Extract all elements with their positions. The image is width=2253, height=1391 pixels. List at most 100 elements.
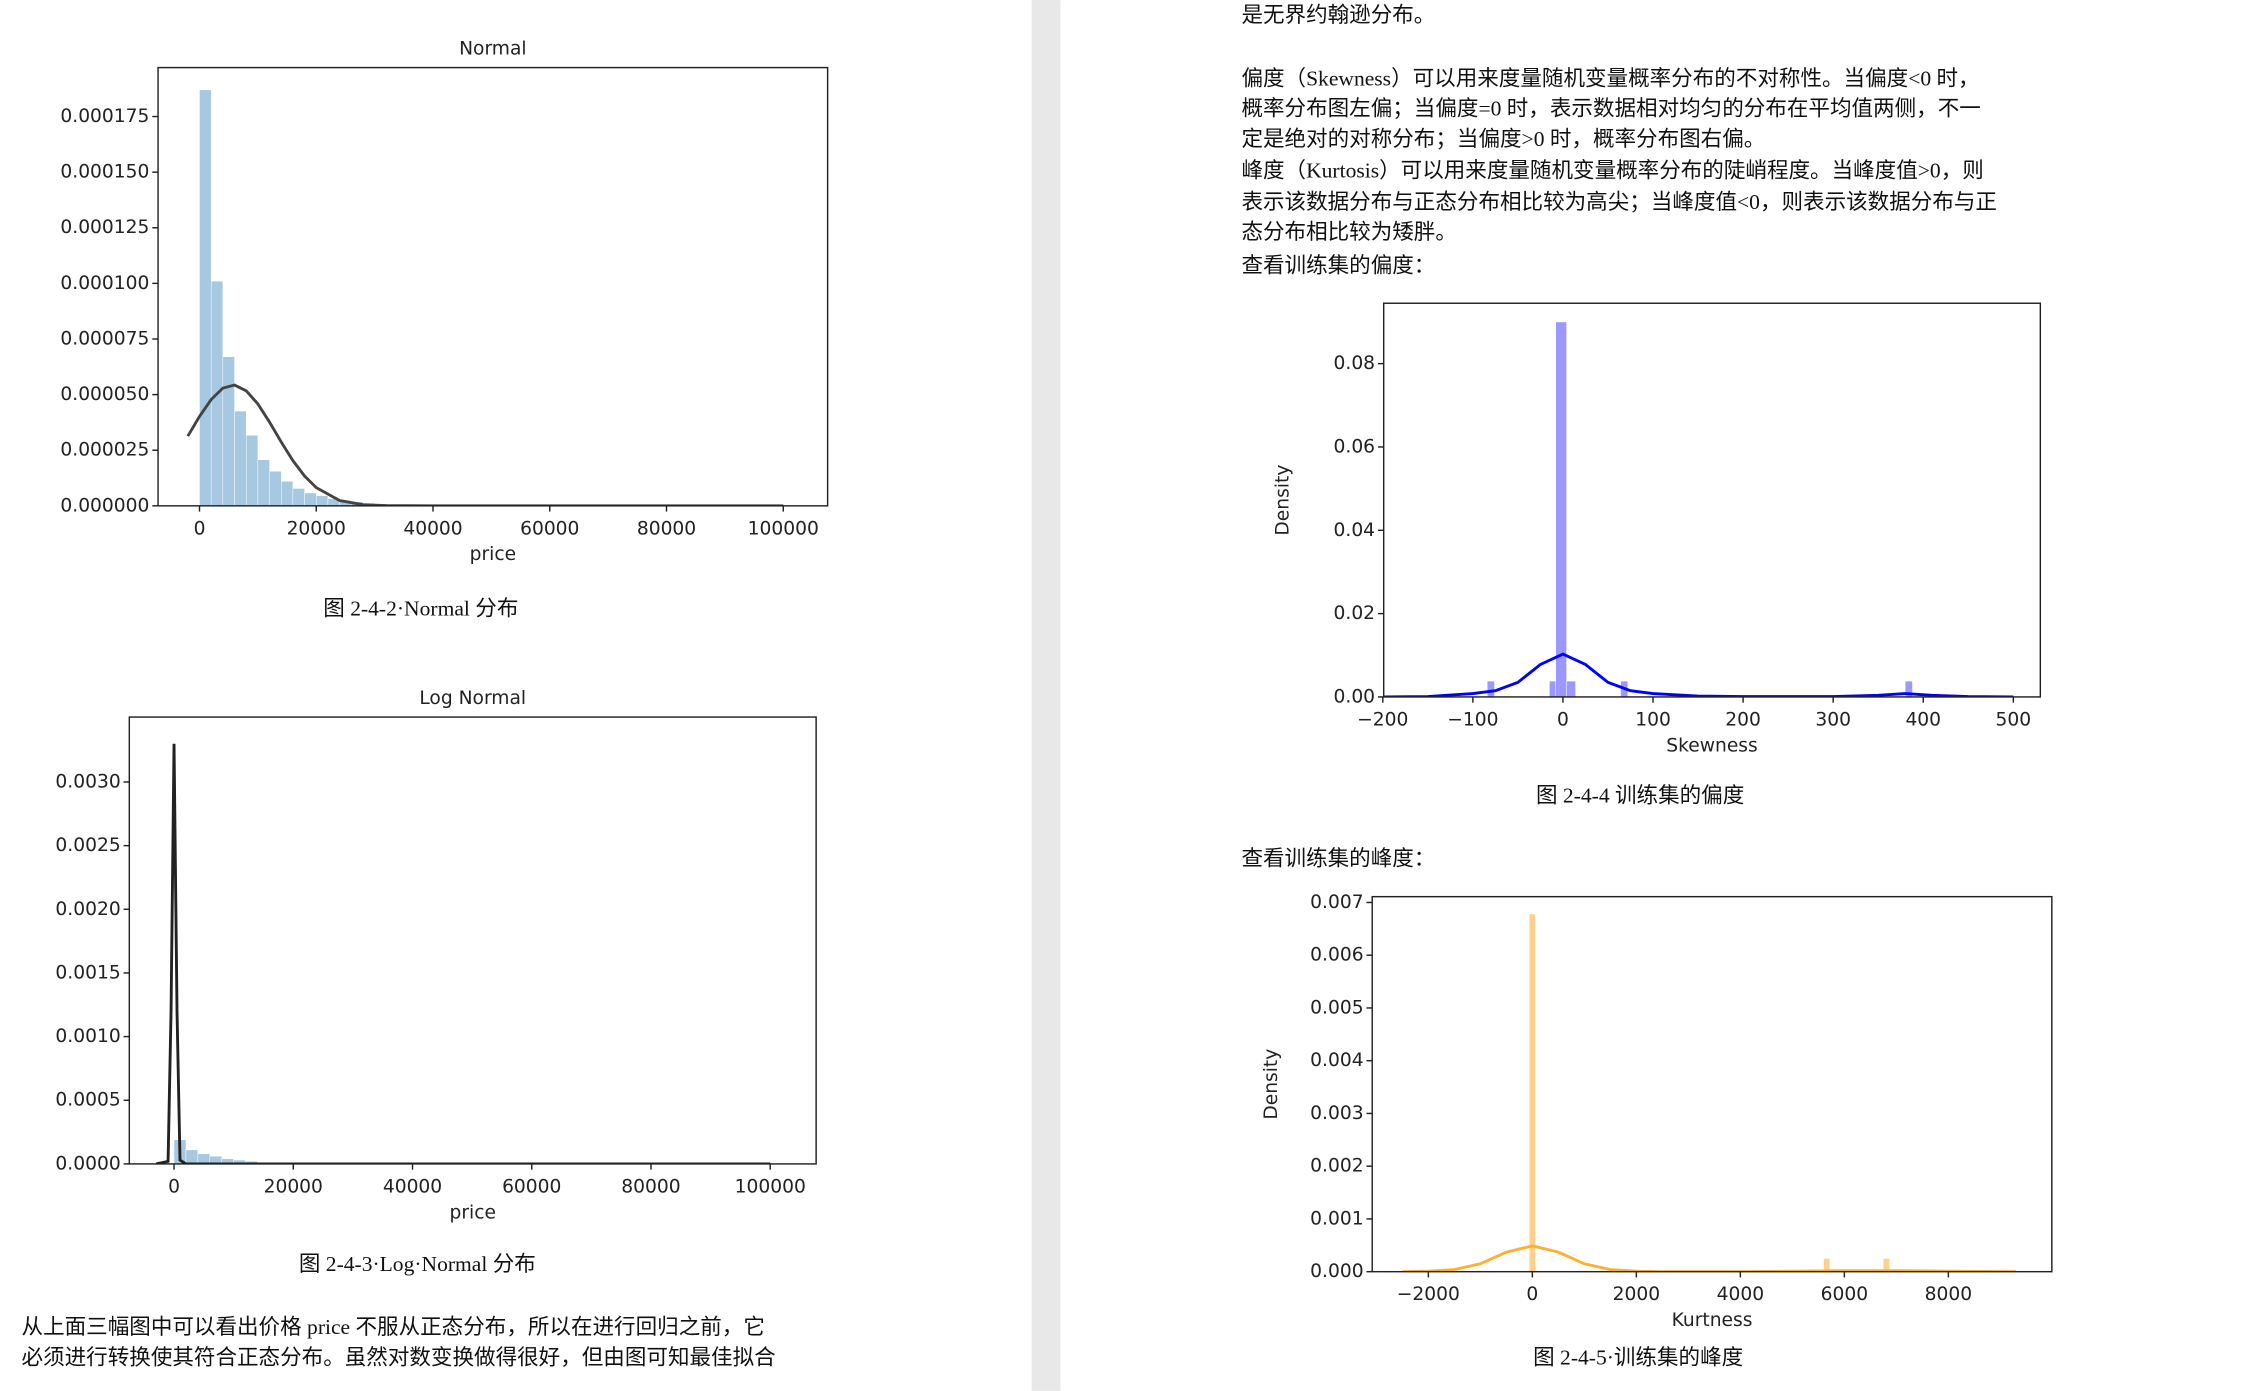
x-tick-label: 0: [1557, 709, 1569, 730]
y-tick-label: 0.000: [1310, 1261, 1363, 1282]
x-tick-label: 100000: [748, 518, 819, 539]
x-tick-label: 400: [1905, 709, 1941, 730]
x-tick-label: 6000: [1821, 1284, 1868, 1305]
y-tick-label: 0.000150: [60, 162, 149, 183]
y-tick-label: 0.08: [1334, 353, 1376, 374]
x-tick-label: 500: [1996, 709, 2032, 730]
paragraph-line: 峰度（Kurtosis）可以用来度量随机变量概率分布的陡峭程度。当峰度值>0，则: [1241, 158, 1983, 182]
x-tick-label: 200: [1725, 709, 1761, 730]
y-tick-label: 0.003: [1310, 1103, 1363, 1124]
x-tick-label: −100: [1447, 709, 1498, 730]
histogram-bar: [1883, 1258, 1890, 1272]
paragraph-line: 概率分布图左偏；当偏度=0 时，表示数据相对均匀的分布在平均值两侧，不一: [1241, 97, 1980, 121]
x-tick-label: 40000: [383, 1176, 442, 1197]
x-tick-label: 8000: [1925, 1284, 1972, 1305]
y-tick-label: 0.04: [1334, 520, 1376, 541]
paragraph-line: 表示该数据分布与正态分布相比较为高尖；当峰度值<0，则表示该数据分布与正: [1241, 190, 1997, 214]
x-axis-label: price: [450, 1202, 496, 1223]
x-axis-label: price: [470, 544, 516, 565]
x-tick-label: −2000: [1397, 1284, 1460, 1305]
y-tick-label: 0.001: [1310, 1208, 1363, 1229]
y-tick-label: 0.000025: [60, 440, 149, 461]
density-curve: [186, 383, 784, 506]
page-gap: [1031, 0, 1061, 1391]
y-tick-label: 0.02: [1334, 603, 1376, 624]
y-tick-label: 0.006: [1310, 945, 1363, 966]
histogram-bar: [222, 356, 235, 506]
caption: 图 2-4-2·Normal 分布: [323, 597, 518, 621]
y-tick-label: 0.002: [1310, 1156, 1363, 1177]
histogram-bar: [1487, 680, 1495, 697]
y-tick-label: 0.0005: [55, 1090, 120, 1111]
density-curve: [1383, 652, 2014, 697]
y-tick-label: 0.0020: [55, 899, 120, 920]
x-tick-label: 60000: [520, 518, 579, 539]
axes-frame: [128, 716, 817, 1165]
histogram-bar: [1823, 1258, 1831, 1272]
histogram-bar: [1549, 680, 1556, 697]
histogram-bar: [185, 1149, 199, 1164]
plot-area: [186, 89, 784, 506]
paragraph-line: 从上面三幅图中可以看出价格 price 不服从正态分布，所以在进行回归之前，它: [22, 1315, 765, 1339]
axes-frame: [157, 66, 829, 507]
histogram-bar: [1555, 321, 1567, 697]
x-tick-label: 0: [194, 518, 206, 539]
x-axis-label: Skewness: [1666, 735, 1757, 756]
y-tick-label: 0.004: [1310, 1050, 1363, 1071]
y-tick-label: 0.000050: [60, 384, 149, 405]
y-tick-label: 0.00: [1334, 686, 1376, 707]
histogram-bar: [281, 481, 294, 506]
axes-frame: [1382, 302, 2042, 698]
x-tick-label: 4000: [1717, 1284, 1764, 1305]
x-tick-label: 100000: [735, 1176, 806, 1197]
y-tick-label: 0.0015: [55, 962, 120, 983]
y-tick-label: 0.000100: [60, 273, 149, 294]
y-tick-label: 0.06: [1334, 436, 1376, 457]
histogram-bar: [269, 471, 282, 506]
x-tick-label: 80000: [621, 1176, 680, 1197]
paragraph-line: 必须进行转换使其符合正态分布。虽然对数变换做得很好，但由图可知最佳拟合: [22, 1345, 776, 1369]
axes-frame: [1371, 895, 2053, 1273]
paragraph-line: 查看训练集的偏度：: [1241, 253, 1435, 277]
caption: 图 2-4-5·训练集的峰度: [1533, 1345, 1743, 1369]
histogram-bar: [304, 492, 317, 506]
x-tick-label: −200: [1357, 709, 1408, 730]
y-tick-label: 0.0010: [55, 1026, 120, 1047]
x-tick-label: 2000: [1613, 1284, 1660, 1305]
x-tick-label: 0: [1526, 1284, 1538, 1305]
y-tick-label: 0.000000: [60, 495, 149, 516]
x-tick-label: 80000: [637, 518, 696, 539]
y-axis-label: Density: [1273, 465, 1294, 536]
x-tick-label: 0: [168, 1176, 180, 1197]
x-tick-label: 20000: [287, 518, 346, 539]
y-tick-label: 0.0000: [55, 1153, 120, 1174]
y-tick-label: 0.000075: [60, 328, 149, 349]
density-curve: [1402, 1244, 2016, 1272]
caption: 图 2-4-3·Log·Normal 分布: [299, 1252, 536, 1276]
chart-title: Log Normal: [419, 688, 526, 709]
y-tick-label: 0.000175: [60, 106, 149, 127]
histogram-bar: [245, 435, 259, 506]
y-tick-label: 0.000125: [60, 217, 149, 238]
y-axis-label: Density: [1261, 1049, 1282, 1120]
y-tick-label: 0.007: [1310, 892, 1363, 913]
histogram-bar: [234, 410, 247, 506]
paragraph-line: 定是绝对的对称分布；当偏度>0 时，概率分布图右偏。: [1241, 127, 1765, 151]
x-tick-label: 20000: [264, 1176, 323, 1197]
y-tick-label: 0.0025: [55, 835, 120, 856]
histogram-bar: [257, 459, 270, 506]
x-tick-label: 100: [1635, 709, 1671, 730]
x-tick-label: 40000: [403, 518, 462, 539]
paragraph-line: 偏度（Skewness）可以用来度量随机变量概率分布的不对称性。当偏度<0 时，: [1241, 66, 1979, 90]
histogram-bar: [199, 89, 212, 506]
caption: 图 2-4-4 训练集的偏度: [1536, 783, 1744, 807]
histogram-bar: [1529, 913, 1536, 1272]
y-tick-label: 0.005: [1310, 997, 1363, 1018]
paragraph-line: 查看训练集的峰度：: [1241, 847, 1435, 871]
density-curve: [155, 743, 771, 1164]
x-tick-label: 300: [1815, 709, 1851, 730]
paragraph-line: 是无界约翰逊分布。: [1241, 3, 1435, 27]
histogram-bar: [316, 495, 329, 506]
x-axis-label: Kurtness: [1672, 1310, 1753, 1331]
